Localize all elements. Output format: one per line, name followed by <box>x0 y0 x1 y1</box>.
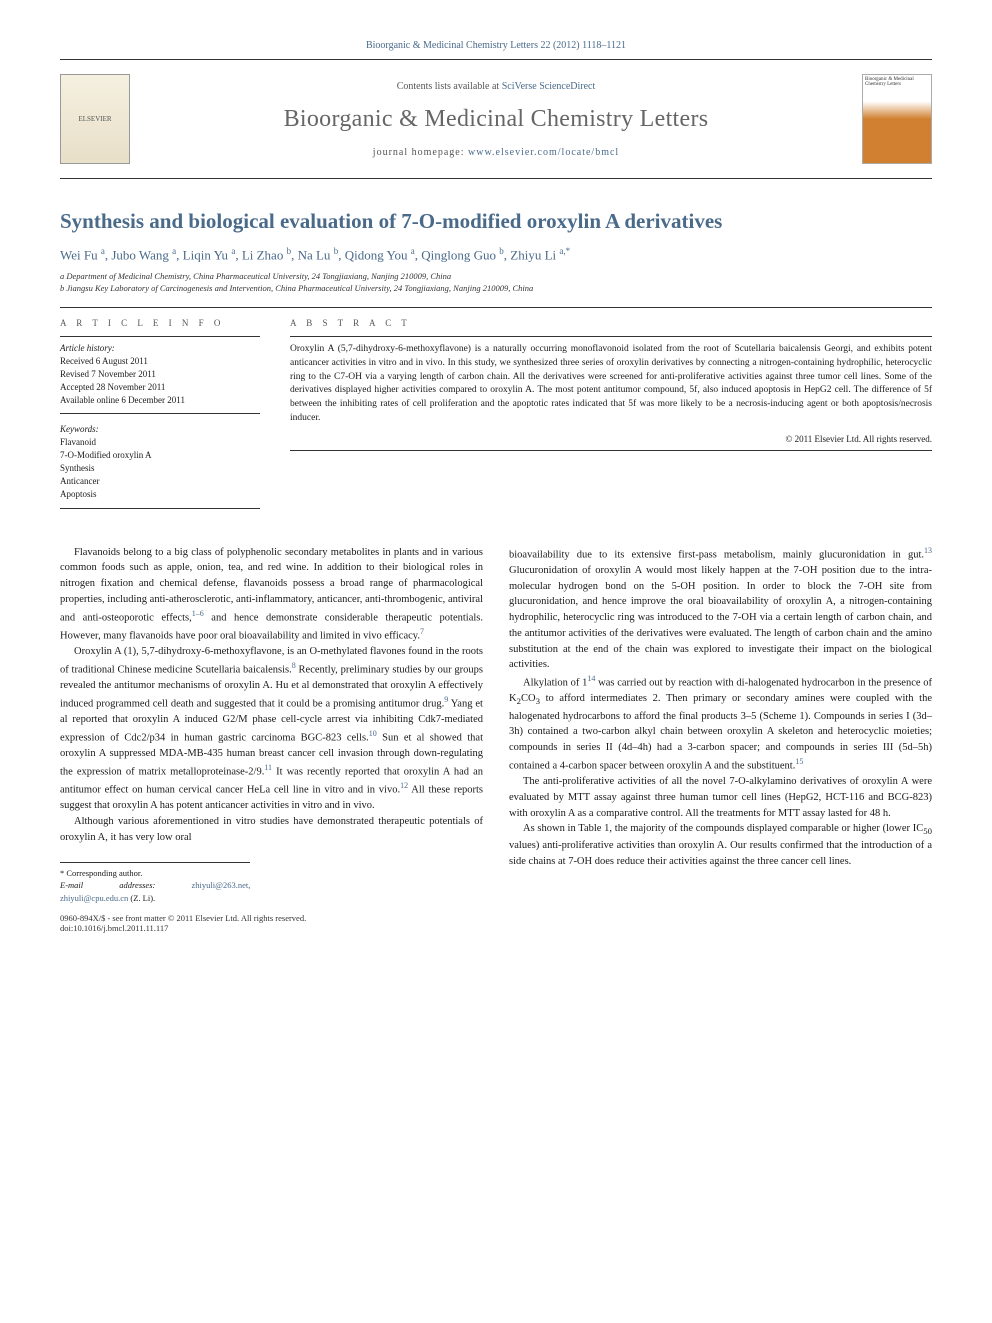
journal-title: Bioorganic & Medicinal Chemistry Letters <box>130 106 862 133</box>
top-citation: Bioorganic & Medicinal Chemistry Letters… <box>60 40 932 51</box>
affiliation: b Jiangsu Key Laboratory of Carcinogenes… <box>60 283 932 295</box>
page-footer: 0960-894X/$ - see front matter © 2011 El… <box>60 913 932 933</box>
history-item: Received 6 August 2011 <box>60 355 260 368</box>
body-paragraph: The anti-proliferative activities of all… <box>509 774 932 821</box>
body-paragraph: Flavanoids belong to a big class of poly… <box>60 545 483 645</box>
corresponding-author-label: * Corresponding author. <box>60 867 250 880</box>
homepage-prefix: journal homepage: <box>373 147 468 158</box>
history-item: Accepted 28 November 2011 <box>60 381 260 394</box>
abstract-heading: A B S T R A C T <box>290 318 932 328</box>
masthead: ELSEVIER Contents lists available at Sci… <box>60 59 932 179</box>
keyword-item: Synthesis <box>60 462 260 475</box>
body-paragraph: Alkylation of 114 was carried out by rea… <box>509 673 932 774</box>
body-paragraph: Oroxylin A (1), 5,7-dihydroxy-6-methoxyf… <box>60 644 483 814</box>
masthead-center: Contents lists available at SciVerse Sci… <box>130 81 862 158</box>
cover-thumb-title: Bioorganic & Medicinal Chemistry Letters <box>865 77 929 87</box>
abstract-copyright: © 2011 Elsevier Ltd. All rights reserved… <box>290 434 932 444</box>
divider <box>290 450 932 451</box>
history-item: Revised 7 November 2011 <box>60 368 260 381</box>
contents-line: Contents lists available at SciVerse Sci… <box>130 81 862 92</box>
abstract-text: Oroxylin A (5,7-dihydroxy-6-methoxyflavo… <box>290 343 932 426</box>
homepage-url[interactable]: www.elsevier.com/locate/bmcl <box>468 147 619 158</box>
footnote: * Corresponding author. E-mail addresses… <box>60 862 250 905</box>
abstract: A B S T R A C T Oroxylin A (5,7-dihydrox… <box>290 318 932 514</box>
divider <box>60 413 260 414</box>
doi: doi:10.1016/j.bmcl.2011.11.117 <box>60 923 306 933</box>
divider <box>60 336 260 337</box>
history-label: Article history: <box>60 343 260 353</box>
body-paragraph: Although various aforementioned in vitro… <box>60 814 483 846</box>
elsevier-logo: ELSEVIER <box>60 74 130 164</box>
affiliation: a Department of Medicinal Chemistry, Chi… <box>60 271 932 283</box>
divider <box>60 307 932 308</box>
homepage-line: journal homepage: www.elsevier.com/locat… <box>130 147 862 158</box>
body-columns: Flavanoids belong to a big class of poly… <box>60 545 932 905</box>
history-item: Available online 6 December 2011 <box>60 394 260 407</box>
body-column-left: Flavanoids belong to a big class of poly… <box>60 545 483 905</box>
divider <box>60 508 260 509</box>
keywords-label: Keywords: <box>60 424 260 434</box>
keyword-item: 7-O-Modified oroxylin A <box>60 449 260 462</box>
email-suffix: (Z. Li). <box>128 893 155 903</box>
contents-link[interactable]: SciVerse ScienceDirect <box>502 81 596 92</box>
footer-left: 0960-894X/$ - see front matter © 2011 El… <box>60 913 306 933</box>
email-label: E-mail addresses: <box>60 880 192 890</box>
body-paragraph: As shown in Table 1, the majority of the… <box>509 821 932 870</box>
info-abstract-row: A R T I C L E I N F O Article history: R… <box>60 318 932 514</box>
body-paragraph: bioavailability due to its extensive fir… <box>509 545 932 674</box>
front-matter: 0960-894X/$ - see front matter © 2011 El… <box>60 913 306 923</box>
email-line: E-mail addresses: zhiyuli@263.net, zhiyu… <box>60 879 250 905</box>
divider <box>290 336 932 337</box>
keyword-item: Flavanoid <box>60 436 260 449</box>
keyword-item: Apoptosis <box>60 488 260 501</box>
journal-cover-thumb: Bioorganic & Medicinal Chemistry Letters <box>862 74 932 164</box>
authors: Wei Fu a, Jubo Wang a, Liqin Yu a, Li Zh… <box>60 246 932 263</box>
body-column-right: bioavailability due to its extensive fir… <box>509 545 932 905</box>
article-info-heading: A R T I C L E I N F O <box>60 318 260 328</box>
keyword-item: Anticancer <box>60 475 260 488</box>
affiliations: a Department of Medicinal Chemistry, Chi… <box>60 271 932 295</box>
contents-prefix: Contents lists available at <box>397 81 502 92</box>
article-info: A R T I C L E I N F O Article history: R… <box>60 318 260 514</box>
article-title: Synthesis and biological evaluation of 7… <box>60 209 932 234</box>
